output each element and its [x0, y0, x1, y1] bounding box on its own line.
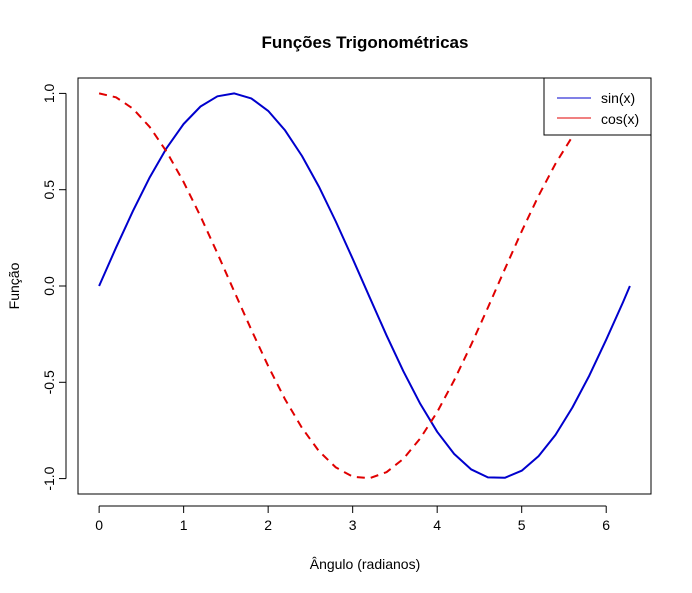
- chart-title: Funções Trigonométricas: [262, 33, 469, 52]
- x-tick-label: 6: [602, 517, 610, 533]
- series-line-sinx: [98, 92, 631, 479]
- y-tick-label: 0.5: [41, 180, 57, 200]
- y-tick-label: 0.0: [41, 276, 57, 296]
- x-tick-label: 4: [433, 517, 441, 533]
- legend-box: [543, 77, 652, 136]
- x-tick-label: 5: [518, 517, 526, 533]
- x-tick-label: 1: [180, 517, 188, 533]
- x-axis-label: Ângulo (radianos): [310, 556, 421, 572]
- legend: sin(x) cos(x): [543, 77, 652, 136]
- x-tick-label: 0: [95, 517, 103, 533]
- y-axis-label: Função: [6, 262, 22, 309]
- legend-label-cos: cos(x): [601, 111, 639, 127]
- series-group: [98, 92, 631, 480]
- series-line-cosx: [98, 92, 630, 480]
- x-tick-label: 3: [349, 517, 357, 533]
- x-axis: 0 1 2 3 4 5 6: [95, 505, 610, 533]
- x-tick-label: 2: [264, 517, 272, 533]
- y-tick-label: -1.0: [41, 466, 57, 490]
- y-tick-label: -0.5: [41, 370, 57, 394]
- legend-label-sin: sin(x): [601, 90, 635, 106]
- y-tick-label: 1.0: [41, 83, 57, 103]
- plot-frame: [77, 77, 652, 495]
- y-axis: -1.0 -0.5 0.0 0.5 1.0: [41, 83, 67, 491]
